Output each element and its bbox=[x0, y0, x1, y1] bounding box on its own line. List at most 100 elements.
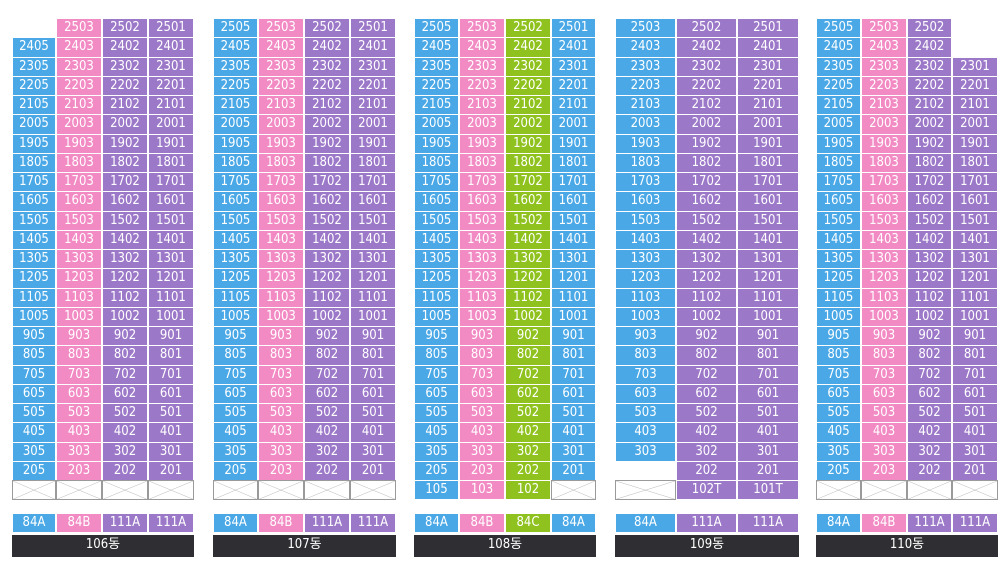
unit-cell[interactable]: 2403 bbox=[861, 37, 907, 58]
unit-cell[interactable]: 605 bbox=[12, 383, 56, 404]
unit-cell[interactable]: 2402 bbox=[304, 37, 350, 58]
unit-cell[interactable]: 801 bbox=[148, 345, 194, 366]
unit-cell[interactable]: 303 bbox=[615, 441, 676, 462]
unit-cell[interactable]: 1703 bbox=[615, 172, 676, 193]
unit-cell[interactable]: 2102 bbox=[102, 95, 148, 116]
unit-cell[interactable]: 2002 bbox=[505, 114, 551, 135]
unit-cell[interactable]: 2401 bbox=[551, 37, 596, 58]
unit-cell[interactable]: 1202 bbox=[102, 268, 148, 289]
unit-cell[interactable]: 2301 bbox=[952, 56, 998, 77]
unit-cell[interactable]: 1002 bbox=[505, 306, 551, 327]
unit-cell[interactable]: 1101 bbox=[350, 287, 396, 308]
unit-cell[interactable]: 903 bbox=[861, 326, 907, 347]
unit-cell[interactable]: 2501 bbox=[737, 18, 799, 39]
unit-cell[interactable]: 603 bbox=[258, 383, 304, 404]
unit-cell[interactable]: 1101 bbox=[737, 287, 799, 308]
unit-cell[interactable]: 205 bbox=[213, 460, 258, 481]
unit-cell[interactable]: 605 bbox=[414, 383, 459, 404]
unit-cell[interactable]: 1002 bbox=[102, 306, 148, 327]
unit-cell[interactable]: 1901 bbox=[737, 133, 799, 154]
unit-cell[interactable]: 705 bbox=[12, 364, 56, 385]
unit-cell[interactable]: 1403 bbox=[258, 229, 304, 250]
unit-cell[interactable]: 1703 bbox=[861, 172, 907, 193]
unit-cell[interactable]: 1405 bbox=[213, 229, 258, 250]
unit-cell[interactable]: 2203 bbox=[615, 75, 676, 96]
unit-cell[interactable]: 2405 bbox=[12, 37, 56, 58]
unit-cell[interactable]: 503 bbox=[615, 403, 676, 424]
unit-cell[interactable]: 2101 bbox=[737, 95, 799, 116]
unit-cell[interactable]: 603 bbox=[861, 383, 907, 404]
unit-cell[interactable]: 1901 bbox=[952, 133, 998, 154]
unit-cell[interactable]: 701 bbox=[737, 364, 799, 385]
unit-cell[interactable]: 202 bbox=[102, 460, 148, 481]
unit-cell[interactable]: 1402 bbox=[907, 229, 952, 250]
unit-cell[interactable]: 702 bbox=[102, 364, 148, 385]
unit-cell[interactable]: 2102 bbox=[907, 95, 952, 116]
unit-cell[interactable]: 1302 bbox=[907, 249, 952, 270]
unit-cell[interactable]: 2303 bbox=[861, 56, 907, 77]
unit-cell[interactable]: 2503 bbox=[459, 18, 505, 39]
unit-cell[interactable]: 1301 bbox=[350, 249, 396, 270]
unit-cell[interactable]: 1503 bbox=[258, 210, 304, 231]
unit-cell[interactable]: 1501 bbox=[148, 210, 194, 231]
unit-cell[interactable]: 805 bbox=[12, 345, 56, 366]
unit-cell[interactable]: 1301 bbox=[952, 249, 998, 270]
unit-cell[interactable]: 2202 bbox=[304, 75, 350, 96]
unit-cell[interactable]: 805 bbox=[414, 345, 459, 366]
unit-cell[interactable]: 2103 bbox=[56, 95, 102, 116]
unit-cell[interactable]: 602 bbox=[907, 383, 952, 404]
unit-cell[interactable]: 2205 bbox=[816, 75, 861, 96]
unit-cell[interactable]: 801 bbox=[952, 345, 998, 366]
unit-cell[interactable]: 905 bbox=[816, 326, 861, 347]
unit-cell[interactable]: 1805 bbox=[213, 152, 258, 173]
unit-cell[interactable]: 603 bbox=[459, 383, 505, 404]
unit-cell[interactable]: 1302 bbox=[505, 249, 551, 270]
unit-cell[interactable]: 2505 bbox=[414, 18, 459, 39]
unit-cell[interactable]: 405 bbox=[414, 422, 459, 443]
unit-cell[interactable]: 2105 bbox=[414, 95, 459, 116]
unit-cell[interactable]: 2301 bbox=[551, 56, 596, 77]
unit-cell[interactable]: 1003 bbox=[56, 306, 102, 327]
unit-cell[interactable]: 202 bbox=[907, 460, 952, 481]
unit-cell[interactable]: 601 bbox=[350, 383, 396, 404]
unit-cell[interactable]: 501 bbox=[952, 403, 998, 424]
unit-cell[interactable]: 703 bbox=[615, 364, 676, 385]
unit-cell[interactable]: 2502 bbox=[505, 18, 551, 39]
unit-cell[interactable]: 701 bbox=[952, 364, 998, 385]
unit-cell[interactable]: 205 bbox=[414, 460, 459, 481]
unit-cell[interactable]: 403 bbox=[861, 422, 907, 443]
unit-cell[interactable]: 901 bbox=[350, 326, 396, 347]
unit-cell[interactable]: 1403 bbox=[615, 229, 676, 250]
unit-cell[interactable]: 1303 bbox=[56, 249, 102, 270]
unit-cell[interactable]: 902 bbox=[102, 326, 148, 347]
unit-cell[interactable]: 1301 bbox=[148, 249, 194, 270]
unit-cell[interactable]: 805 bbox=[816, 345, 861, 366]
unit-cell[interactable]: 901 bbox=[551, 326, 596, 347]
unit-cell[interactable]: 605 bbox=[816, 383, 861, 404]
unit-cell[interactable]: 701 bbox=[148, 364, 194, 385]
unit-cell[interactable]: 1201 bbox=[148, 268, 194, 289]
unit-cell[interactable]: 603 bbox=[56, 383, 102, 404]
unit-cell[interactable]: 1501 bbox=[350, 210, 396, 231]
unit-cell[interactable]: 702 bbox=[676, 364, 737, 385]
unit-cell[interactable]: 502 bbox=[102, 403, 148, 424]
unit-cell[interactable]: 705 bbox=[213, 364, 258, 385]
unit-cell[interactable]: 1403 bbox=[56, 229, 102, 250]
unit-cell[interactable]: 1601 bbox=[952, 191, 998, 212]
unit-cell[interactable]: 2002 bbox=[676, 114, 737, 135]
unit-cell[interactable]: 1801 bbox=[952, 152, 998, 173]
unit-cell[interactable]: 2303 bbox=[258, 56, 304, 77]
unit-cell[interactable]: 505 bbox=[816, 403, 861, 424]
unit-cell[interactable]: 802 bbox=[505, 345, 551, 366]
unit-cell[interactable]: 2002 bbox=[102, 114, 148, 135]
unit-cell[interactable]: 2302 bbox=[907, 56, 952, 77]
unit-cell[interactable]: 1902 bbox=[676, 133, 737, 154]
unit-cell[interactable]: 2205 bbox=[414, 75, 459, 96]
unit-cell[interactable]: 403 bbox=[459, 422, 505, 443]
unit-cell[interactable]: 1503 bbox=[459, 210, 505, 231]
unit-cell[interactable]: 901 bbox=[737, 326, 799, 347]
unit-cell[interactable]: 2003 bbox=[861, 114, 907, 135]
unit-cell[interactable]: 1602 bbox=[676, 191, 737, 212]
unit-cell[interactable]: 601 bbox=[737, 383, 799, 404]
unit-cell[interactable]: 1702 bbox=[676, 172, 737, 193]
